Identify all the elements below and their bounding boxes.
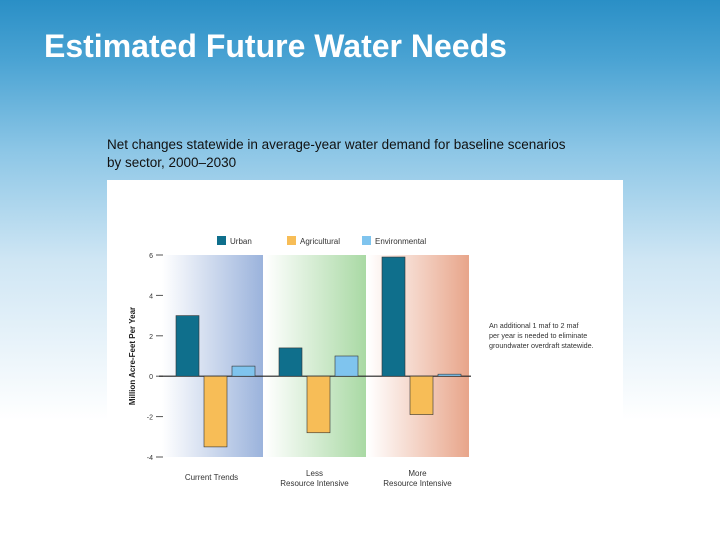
bar-chart: 6 4 2 0 -2 -4 Million Acre-Feet Per Year Curren… bbox=[128, 236, 594, 488]
bar-agricultural bbox=[306, 375, 331, 434]
bar-environmental bbox=[334, 355, 359, 377]
annotation-line: per year is needed to eliminate bbox=[489, 331, 587, 340]
y-axis-label: Million Acre-Feet Per Year bbox=[128, 307, 137, 405]
subtitle-line-2: by sector, 2000–2030 bbox=[107, 155, 237, 170]
bar-environmental bbox=[437, 373, 462, 377]
legend-swatch-agricultural bbox=[287, 236, 296, 245]
category-label: Current Trends bbox=[185, 473, 238, 482]
legend-label-urban: Urban bbox=[230, 237, 252, 246]
chart-subtitle: Net changes statewide in average-year wa… bbox=[107, 136, 647, 172]
legend-swatch-urban bbox=[217, 236, 226, 245]
chart-panel: 6 4 2 0 -2 -4 Million Acre-Feet Per Year Curren… bbox=[107, 180, 623, 528]
annotation-line: An additional 1 maf to 2 maf bbox=[489, 321, 579, 330]
bar-urban bbox=[175, 315, 200, 377]
legend-label-agricultural: Agricultural bbox=[300, 237, 340, 246]
y-tick-label: 4 bbox=[149, 293, 153, 300]
category-label: Resource Intensive bbox=[280, 479, 349, 488]
legend-label-environmental: Environmental bbox=[375, 237, 426, 246]
subtitle-line-1: Net changes statewide in average-year wa… bbox=[107, 137, 566, 152]
slide-title: Estimated Future Water Needs bbox=[44, 28, 507, 64]
bar-urban bbox=[278, 347, 303, 377]
category-label: Less bbox=[306, 469, 323, 478]
y-tick-label: -4 bbox=[147, 455, 153, 462]
bar-agricultural bbox=[203, 375, 228, 448]
annotation-line: groundwater overdraft statewide. bbox=[489, 341, 594, 350]
category-label: More bbox=[408, 469, 427, 478]
y-tick-label: 0 bbox=[149, 374, 153, 381]
y-tick-label: 6 bbox=[149, 253, 153, 260]
category-label: Resource Intensive bbox=[383, 479, 452, 488]
bar-urban bbox=[381, 256, 406, 377]
y-tick-label: -2 bbox=[147, 415, 153, 422]
bar-agricultural bbox=[409, 375, 434, 415]
y-tick-label: 2 bbox=[149, 334, 153, 341]
legend-swatch-environmental bbox=[362, 236, 371, 245]
bar-environmental bbox=[231, 365, 256, 377]
